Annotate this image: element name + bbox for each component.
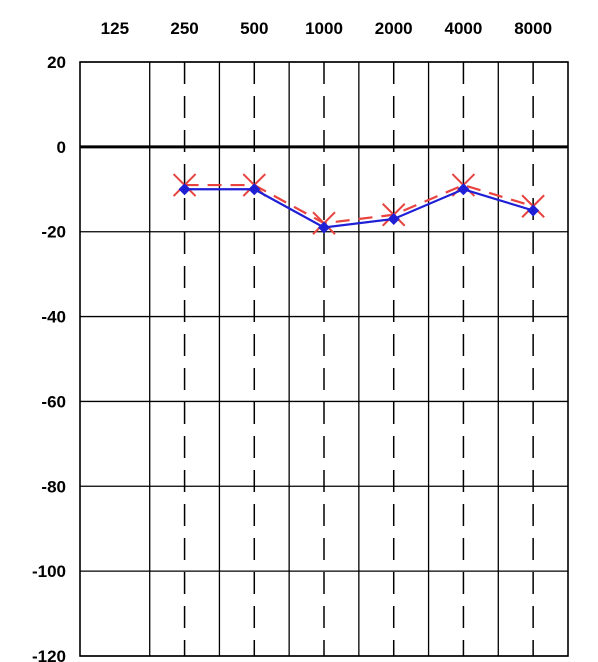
series-line: [184, 188, 534, 229]
y-tick-label: -60: [41, 392, 66, 411]
x-tick-label: 500: [240, 19, 268, 38]
plot-border: [79, 61, 569, 657]
y-tick-label: 0: [57, 138, 66, 157]
x-tick-label: 4000: [445, 19, 483, 38]
y-tick-label: 20: [47, 53, 66, 72]
level-tick-labels: 20 0 -20 -40 -60 -80 -100 -120: [32, 53, 66, 662]
y-tick-label: -100: [32, 562, 66, 581]
series-1: [178, 183, 540, 234]
data-series: [172, 173, 545, 235]
data-point-diamond-marker: [527, 204, 540, 217]
y-tick-label: -20: [41, 223, 66, 242]
frequency-tick-labels: 125 250 500 1000 2000 4000 8000: [101, 19, 552, 38]
y-tick-label: -80: [41, 477, 66, 496]
data-point-diamond-marker: [457, 183, 470, 196]
x-tick-label: 2000: [375, 19, 413, 38]
data-point-diamond-marker: [248, 183, 261, 196]
data-point-diamond-marker: [178, 183, 191, 196]
data-point-diamond-marker: [387, 212, 400, 225]
y-tick-label: -120: [32, 647, 66, 662]
x-tick-label: 125: [101, 19, 129, 38]
x-tick-label: 1000: [305, 19, 343, 38]
x-tick-label: 8000: [514, 19, 552, 38]
y-tick-label: -40: [41, 308, 66, 327]
x-tick-label: 250: [170, 19, 198, 38]
data-point-diamond-marker: [318, 221, 330, 234]
series-line: [184, 183, 534, 225]
